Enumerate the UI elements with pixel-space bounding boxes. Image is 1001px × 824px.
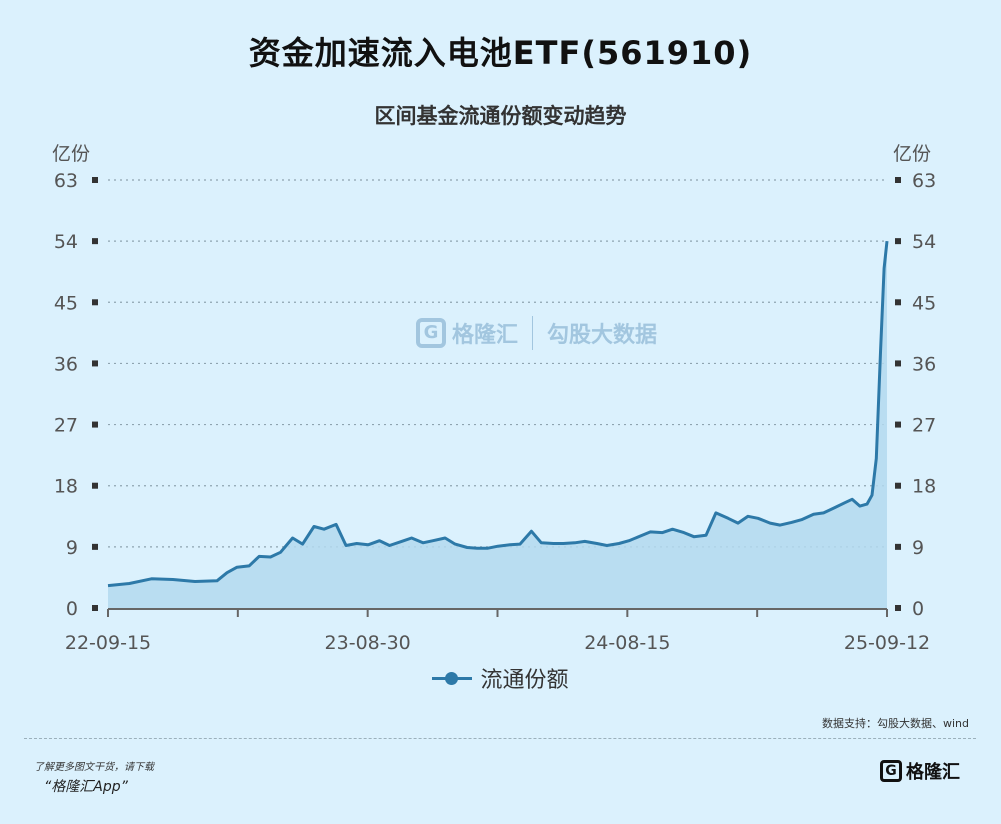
y-tick-label-right: 45: [912, 292, 936, 314]
y-tick-label-right: 18: [912, 476, 936, 498]
y-unit-left: 亿份: [52, 143, 90, 165]
y-tick-label-right: 54: [912, 231, 936, 253]
legend-label: 流通份额: [480, 668, 569, 693]
corner-logo: G 格隆汇: [880, 758, 960, 784]
chart-subtitle: 区间基金流通份额变动趋势: [374, 104, 627, 128]
y-tick-mark-left: [92, 238, 98, 245]
x-tick-label: 23-08-30: [325, 632, 411, 654]
y-tick-label-right: 36: [912, 353, 936, 375]
y-tick-mark-right: [895, 421, 901, 428]
line-dot-icon: [432, 669, 473, 687]
y-tick-label-right: 63: [912, 170, 936, 192]
y-tick-mark-right: [895, 238, 901, 245]
y-tick-mark-left: [92, 482, 98, 489]
y-tick-mark-right: [895, 482, 901, 489]
y-tick-mark-right: [895, 177, 901, 183]
watermark-gogu: 勾股大数据: [547, 323, 658, 348]
y-tick-label-left: 45: [54, 292, 78, 314]
y-tick-label-left: 36: [54, 353, 78, 375]
y-tick-mark-left: [92, 421, 98, 428]
y-unit-right: 亿份: [893, 143, 931, 165]
series-area: [108, 241, 887, 608]
y-tick-mark-left: [92, 605, 98, 611]
footer-note: 了解更多图文干货，请下载: [34, 762, 154, 773]
y-tick-label-left: 54: [54, 231, 78, 253]
x-tick-label: 24-08-15: [584, 632, 670, 654]
y-tick-mark-right: [895, 543, 901, 550]
y-tick-mark-left: [92, 543, 98, 550]
watermark: G 格隆汇 勾股大数据: [416, 316, 657, 350]
y-tick-mark-right: [895, 299, 901, 306]
watermark-brand: 格隆汇: [452, 323, 519, 348]
y-tick-mark-left: [92, 177, 98, 183]
footer-app-name: “格隆汇App”: [44, 779, 128, 795]
y-tick-mark-right: [895, 360, 901, 367]
watermark-divider: [532, 316, 534, 350]
chart-canvas: 亿份 亿份 0 0 9 9 18 18 27 27 36 36 45 45 54 54 63 63 22-09-15…: [52, 143, 936, 654]
corner-logo-brand: 格隆汇: [906, 762, 960, 783]
chart-title: 资金加速流入电池ETF(561910): [248, 34, 753, 72]
y-tick-label-right: 27: [912, 415, 936, 437]
y-tick-label-left: 9: [66, 537, 78, 559]
y-tick-mark-left: [92, 360, 98, 367]
y-tick-mark-left: [92, 299, 98, 306]
y-tick-label-left: 27: [54, 415, 78, 437]
data-source: 数据支持：勾股大数据、wind: [821, 717, 969, 730]
y-tick-mark-right: [895, 605, 901, 611]
y-tick-label-right: 0: [912, 598, 924, 620]
gelonghui-mark-icon: G: [880, 760, 902, 782]
y-tick-label-right: 9: [912, 537, 924, 559]
y-tick-label-left: 18: [54, 476, 78, 498]
y-tick-label-left: 0: [66, 598, 78, 620]
series-line: [107, 240, 889, 588]
x-tick-label: 22-09-15: [65, 632, 151, 654]
x-tick-label: 25-09-12: [844, 632, 930, 654]
legend: 流通份额: [0, 662, 1001, 694]
y-tick-label-left: 63: [54, 170, 78, 192]
footer-divider: [24, 738, 976, 739]
gelonghui-logo-icon: G: [416, 318, 446, 348]
